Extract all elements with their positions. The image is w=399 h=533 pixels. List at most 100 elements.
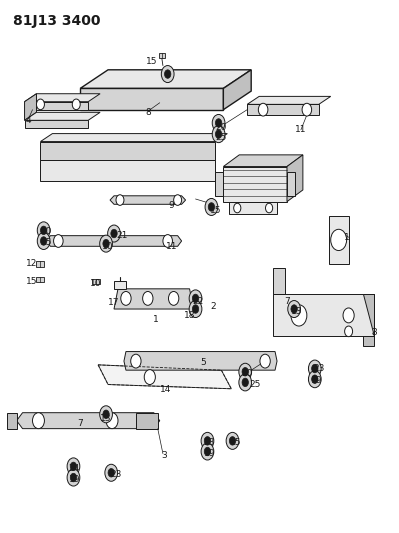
Polygon shape xyxy=(17,413,160,429)
Polygon shape xyxy=(98,365,231,389)
Text: 15: 15 xyxy=(146,58,158,66)
Text: 25: 25 xyxy=(41,238,52,247)
Text: 10: 10 xyxy=(90,279,102,288)
Circle shape xyxy=(100,235,113,252)
Circle shape xyxy=(36,99,44,110)
Circle shape xyxy=(37,232,50,249)
Circle shape xyxy=(32,413,44,429)
Text: 8: 8 xyxy=(145,108,151,117)
Polygon shape xyxy=(124,352,277,370)
Polygon shape xyxy=(40,134,227,142)
Circle shape xyxy=(201,443,214,460)
Polygon shape xyxy=(80,88,223,110)
Circle shape xyxy=(308,360,321,377)
Circle shape xyxy=(40,226,47,235)
Circle shape xyxy=(312,375,318,383)
Text: 1: 1 xyxy=(153,315,159,324)
Circle shape xyxy=(308,370,321,387)
Polygon shape xyxy=(25,94,100,102)
Circle shape xyxy=(37,222,50,239)
Polygon shape xyxy=(40,142,215,160)
Polygon shape xyxy=(329,216,349,264)
Circle shape xyxy=(215,119,222,127)
Circle shape xyxy=(108,225,120,242)
Circle shape xyxy=(174,195,182,205)
Polygon shape xyxy=(46,236,182,246)
Circle shape xyxy=(164,70,171,78)
Circle shape xyxy=(189,290,202,307)
Circle shape xyxy=(229,437,236,445)
Text: 4: 4 xyxy=(26,116,32,125)
Circle shape xyxy=(72,99,80,110)
Circle shape xyxy=(201,432,214,449)
Circle shape xyxy=(192,305,199,313)
Circle shape xyxy=(239,374,252,391)
Circle shape xyxy=(105,464,118,481)
Text: 7: 7 xyxy=(284,296,290,305)
Text: 24: 24 xyxy=(69,464,80,473)
Circle shape xyxy=(70,462,77,471)
Text: 23: 23 xyxy=(110,471,122,479)
Text: 81J13 3400: 81J13 3400 xyxy=(13,14,100,28)
Text: 23: 23 xyxy=(313,364,324,373)
Circle shape xyxy=(212,126,225,143)
Text: 22: 22 xyxy=(192,296,203,305)
Text: 20: 20 xyxy=(216,123,227,132)
Text: 20: 20 xyxy=(241,369,253,378)
Circle shape xyxy=(142,292,153,305)
Text: 14: 14 xyxy=(160,385,172,394)
Polygon shape xyxy=(36,277,44,282)
Polygon shape xyxy=(223,155,303,166)
Text: 25: 25 xyxy=(216,133,227,142)
Circle shape xyxy=(239,364,252,380)
Polygon shape xyxy=(40,160,215,181)
Circle shape xyxy=(234,203,241,213)
Text: 7: 7 xyxy=(77,419,83,428)
Text: 13: 13 xyxy=(291,307,303,316)
Circle shape xyxy=(108,469,115,477)
Text: 21: 21 xyxy=(116,231,128,240)
Polygon shape xyxy=(25,120,88,128)
Circle shape xyxy=(204,447,211,456)
Polygon shape xyxy=(114,281,126,289)
Polygon shape xyxy=(25,102,88,110)
Polygon shape xyxy=(229,201,277,214)
Polygon shape xyxy=(92,279,100,284)
Polygon shape xyxy=(273,268,285,294)
Text: 5: 5 xyxy=(201,358,206,367)
Text: 15: 15 xyxy=(26,277,37,286)
Circle shape xyxy=(40,237,47,245)
Polygon shape xyxy=(273,294,374,336)
Circle shape xyxy=(331,229,347,251)
Text: 12: 12 xyxy=(26,260,37,268)
Circle shape xyxy=(302,103,312,116)
Polygon shape xyxy=(80,70,251,88)
Polygon shape xyxy=(247,104,319,115)
Polygon shape xyxy=(223,166,287,201)
Circle shape xyxy=(67,469,80,486)
Text: 25: 25 xyxy=(249,380,261,389)
Circle shape xyxy=(161,66,174,83)
Circle shape xyxy=(103,239,109,248)
Text: 15: 15 xyxy=(209,206,221,215)
Text: 18: 18 xyxy=(184,311,195,320)
Text: 20: 20 xyxy=(41,228,52,237)
Polygon shape xyxy=(114,289,194,309)
Circle shape xyxy=(226,432,239,449)
Polygon shape xyxy=(287,155,303,201)
Polygon shape xyxy=(110,196,186,204)
Circle shape xyxy=(265,203,273,213)
Circle shape xyxy=(103,410,109,418)
Text: 19: 19 xyxy=(311,376,322,385)
Polygon shape xyxy=(136,413,158,429)
Circle shape xyxy=(205,198,218,215)
Circle shape xyxy=(343,308,354,323)
Circle shape xyxy=(131,354,141,368)
Text: 19: 19 xyxy=(69,475,80,483)
Text: 23: 23 xyxy=(204,439,215,448)
Circle shape xyxy=(204,437,211,445)
Circle shape xyxy=(215,130,222,139)
Circle shape xyxy=(291,305,297,313)
Text: 10: 10 xyxy=(102,242,114,251)
Circle shape xyxy=(345,326,353,337)
